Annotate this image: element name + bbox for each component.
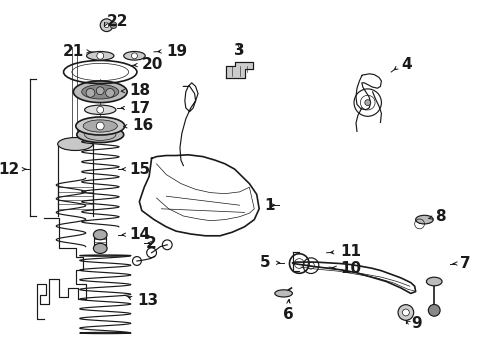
Text: 12: 12 bbox=[0, 162, 20, 177]
Ellipse shape bbox=[81, 85, 119, 99]
Text: 13: 13 bbox=[137, 293, 158, 308]
Text: 16: 16 bbox=[132, 118, 153, 134]
Ellipse shape bbox=[274, 290, 292, 297]
Text: 14: 14 bbox=[129, 227, 150, 242]
Circle shape bbox=[97, 106, 103, 113]
Ellipse shape bbox=[93, 243, 107, 253]
Text: 11: 11 bbox=[339, 244, 360, 260]
Ellipse shape bbox=[86, 51, 114, 60]
Text: 20: 20 bbox=[142, 57, 163, 72]
Circle shape bbox=[104, 23, 109, 28]
Text: 3: 3 bbox=[234, 43, 244, 58]
Circle shape bbox=[402, 309, 408, 316]
Text: 9: 9 bbox=[410, 316, 421, 332]
Ellipse shape bbox=[84, 105, 116, 114]
Ellipse shape bbox=[93, 230, 107, 240]
Circle shape bbox=[96, 122, 104, 130]
Text: 17: 17 bbox=[129, 100, 150, 116]
Circle shape bbox=[105, 89, 114, 97]
Ellipse shape bbox=[76, 117, 124, 135]
Ellipse shape bbox=[83, 120, 117, 132]
Ellipse shape bbox=[123, 51, 145, 60]
Text: 15: 15 bbox=[129, 162, 150, 177]
Text: 18: 18 bbox=[129, 83, 150, 98]
Circle shape bbox=[397, 305, 413, 320]
Text: 22: 22 bbox=[106, 14, 128, 29]
Circle shape bbox=[86, 89, 95, 97]
Text: 19: 19 bbox=[166, 44, 187, 59]
Circle shape bbox=[131, 53, 137, 59]
Ellipse shape bbox=[415, 215, 432, 224]
Text: 6: 6 bbox=[283, 307, 293, 322]
Circle shape bbox=[110, 22, 117, 29]
Polygon shape bbox=[225, 62, 253, 78]
Circle shape bbox=[427, 305, 439, 316]
Ellipse shape bbox=[73, 81, 127, 103]
Text: 8: 8 bbox=[434, 209, 445, 224]
Text: 4: 4 bbox=[400, 57, 411, 72]
Ellipse shape bbox=[426, 277, 441, 286]
Text: 21: 21 bbox=[63, 44, 84, 59]
Circle shape bbox=[96, 87, 104, 95]
Circle shape bbox=[100, 19, 113, 32]
Text: 5: 5 bbox=[259, 255, 270, 270]
Text: 1: 1 bbox=[264, 198, 274, 213]
Text: 7: 7 bbox=[459, 256, 469, 271]
Text: 2: 2 bbox=[145, 235, 156, 251]
Circle shape bbox=[364, 100, 370, 105]
Text: 10: 10 bbox=[339, 261, 360, 276]
Ellipse shape bbox=[58, 138, 93, 150]
Circle shape bbox=[97, 52, 103, 59]
Ellipse shape bbox=[77, 127, 123, 143]
